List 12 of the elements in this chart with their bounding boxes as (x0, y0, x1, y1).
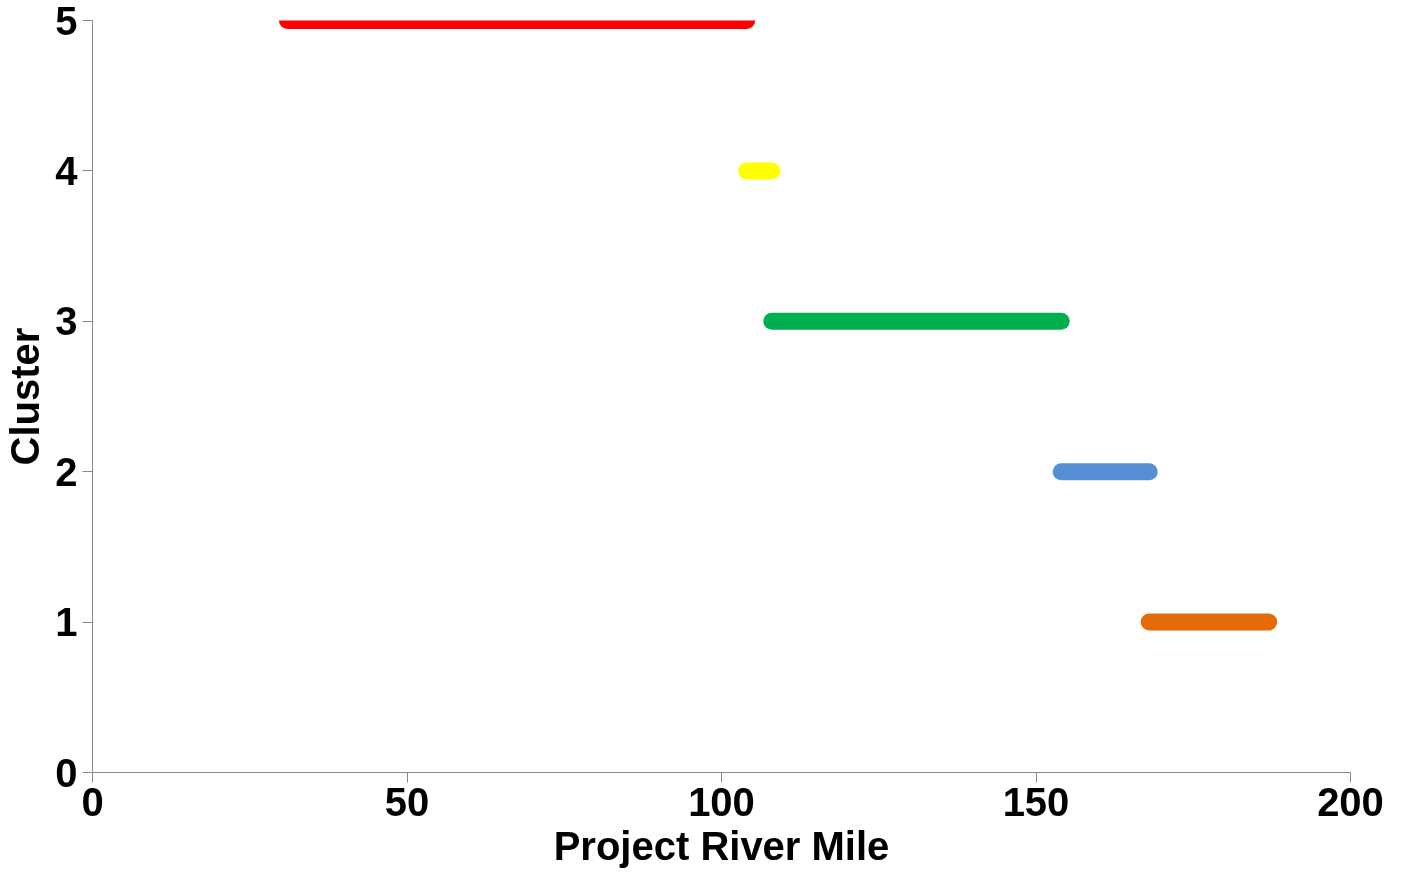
x-tick-label: 100 (688, 779, 755, 824)
y-tick-label: 2 (55, 449, 78, 494)
x-tick-label: 200 (1317, 779, 1384, 824)
x-axis-title: Project River Mile (553, 823, 890, 868)
y-tick-label: 0 (55, 750, 78, 795)
y-tick-label: 4 (55, 148, 79, 193)
x-tick-label: 150 (1002, 779, 1070, 824)
y-axis-title: Cluster (3, 327, 48, 466)
y-tick-label: 5 (55, 0, 78, 43)
y-tick-label: 3 (55, 299, 78, 344)
y-tick-label: 1 (55, 600, 78, 645)
x-tick-label: 50 (384, 779, 430, 824)
